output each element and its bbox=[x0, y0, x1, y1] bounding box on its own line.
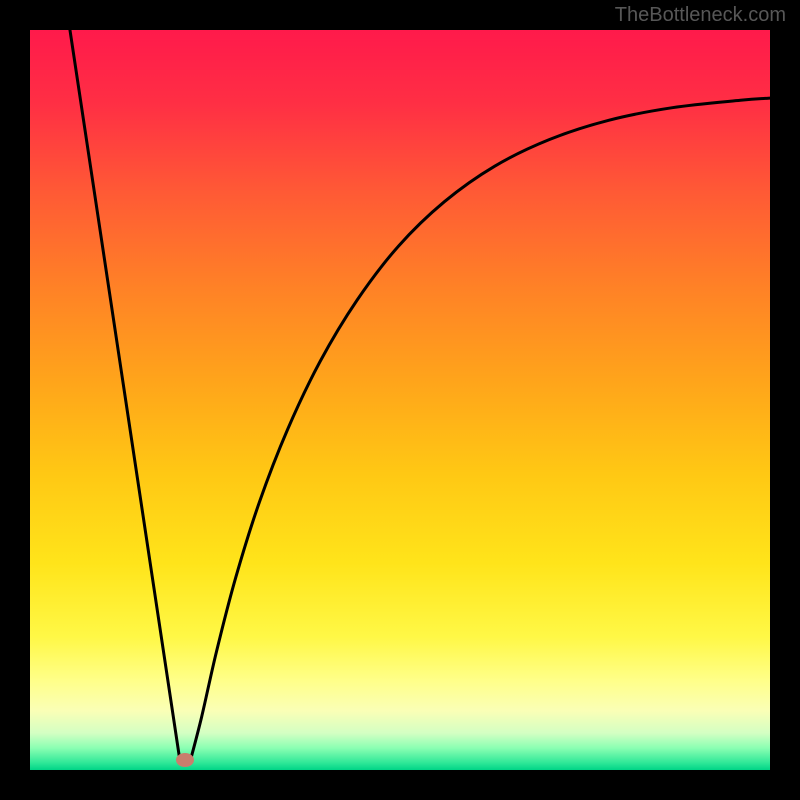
gradient-background bbox=[30, 30, 770, 770]
min-marker bbox=[176, 753, 194, 767]
plot-area bbox=[30, 30, 770, 770]
watermark-text: TheBottleneck.com bbox=[615, 4, 786, 27]
chart-container: TheBottleneck.com bbox=[0, 0, 800, 800]
